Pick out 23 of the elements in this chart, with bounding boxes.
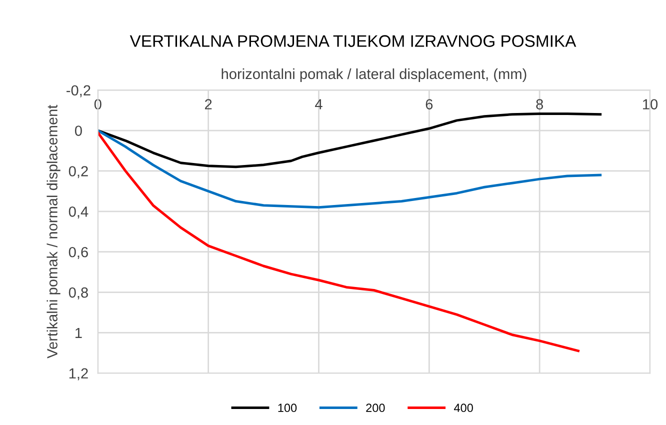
y-tick-label: 0,8	[68, 287, 88, 300]
legend-label: 400	[454, 404, 473, 412]
x-tick-label: 8	[536, 99, 544, 110]
x-tick-label: 4	[315, 99, 322, 110]
y-tick-label: -0,2	[66, 85, 90, 98]
x-tick-label: 10	[643, 99, 658, 110]
legend-label: 200	[366, 404, 385, 412]
y-tick-label: 0,4	[68, 206, 88, 219]
x-tick-label: 0	[94, 99, 102, 110]
chart-title: VERTIKALNA PROMJENA TIJEKOM IZRAVNOG POSMIKA	[130, 35, 576, 47]
y-tick-label: 0,2	[68, 166, 88, 178]
y-tick-label: 1	[76, 328, 82, 338]
y-tick-label: 1,2	[69, 368, 88, 380]
line-series	[98, 131, 580, 352]
y-tick-label: 0	[74, 126, 82, 136]
y-axis-title: Vertikalni pomak / normal displacement	[46, 104, 60, 358]
line-series	[98, 129, 602, 209]
y-tick-label: 0,6	[68, 246, 88, 259]
x-tick-label: 6	[426, 99, 433, 110]
x-axis-title: horizontalni pomak / lateral displacement, (mm)	[222, 68, 526, 82]
line-series	[98, 112, 602, 168]
legend-label: 100	[278, 404, 297, 412]
x-tick-label: 2	[205, 99, 212, 110]
